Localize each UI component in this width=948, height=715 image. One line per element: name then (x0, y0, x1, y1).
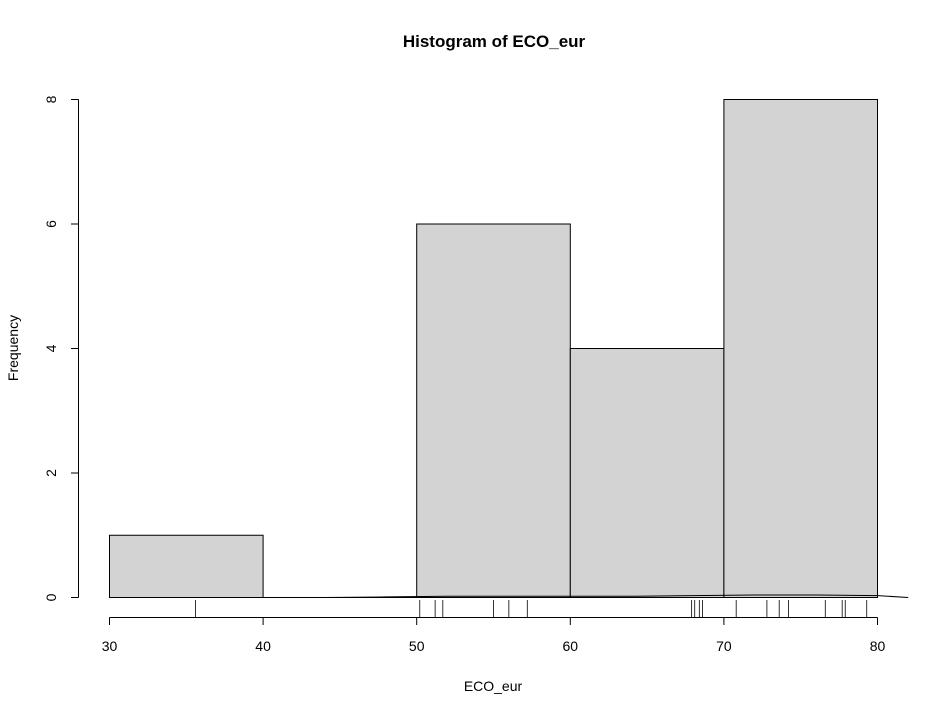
density-line (263, 594, 909, 598)
x-tick-label: 40 (255, 638, 271, 654)
rug-marks-group (195, 600, 868, 618)
y-axis-label: Frequency (5, 315, 21, 381)
histogram-bar (109, 534, 264, 598)
chart-title: Histogram of ECO_eur (403, 32, 586, 51)
y-tick-label: 8 (43, 95, 59, 103)
bars-group (109, 99, 879, 598)
density-curve-group (263, 594, 909, 598)
x-axis: 30 40 50 60 70 80 (102, 617, 886, 654)
histogram-bar (569, 348, 725, 598)
y-tick-label: 6 (43, 220, 59, 228)
x-axis-label: ECO_eur (464, 678, 523, 694)
y-axis: 0 2 4 6 8 (43, 95, 79, 601)
y-tick-label: 4 (43, 344, 59, 352)
histogram-bar (416, 223, 571, 598)
y-tick-label: 2 (43, 469, 59, 477)
x-tick-label: 70 (716, 638, 732, 654)
y-tick-label: 0 (43, 593, 59, 601)
x-tick-label: 30 (102, 638, 118, 654)
x-tick-label: 60 (563, 638, 579, 654)
x-tick-label: 50 (409, 638, 425, 654)
histogram-bar (723, 99, 879, 598)
x-tick-label: 80 (870, 638, 886, 654)
